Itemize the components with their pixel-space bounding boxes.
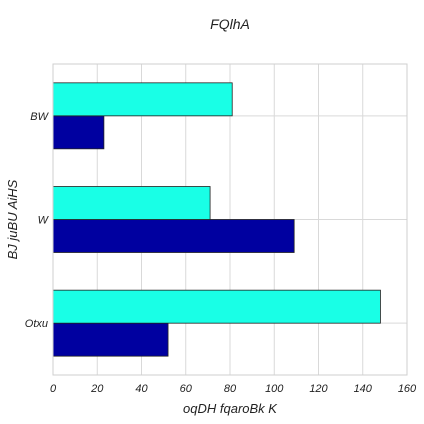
x-tick-label: 60 [180, 383, 193, 395]
y-tick-labels: Otxu W BW [25, 111, 50, 330]
plot-frame [52, 63, 408, 376]
bar [52, 186, 211, 220]
x-tick-label: 40 [135, 383, 148, 395]
bar [52, 115, 105, 150]
y-tick-label: BW [30, 111, 49, 123]
x-tick-label: 80 [224, 383, 237, 395]
x-tick-label: 100 [265, 383, 284, 395]
x-axis-label: oqDH fqaroBk K [183, 401, 278, 416]
x-tick-label: 0 [50, 383, 57, 395]
y-axis-label: BJ juBU AiHS [5, 179, 20, 259]
chart-title: FQlhA [210, 16, 250, 32]
x-tick-labels: 0 20 40 60 80 100 120 140 160 [50, 383, 417, 395]
y-tick-label: Otxu [25, 318, 48, 330]
bar [52, 322, 169, 357]
bar [52, 82, 233, 117]
bar [52, 219, 295, 253]
x-tick-label: 160 [398, 383, 417, 395]
bars [52, 82, 381, 357]
x-tick-label: 120 [309, 383, 328, 395]
y-tick-label: W [38, 215, 50, 227]
x-tick-label: 140 [354, 383, 373, 395]
bar [52, 289, 381, 324]
x-tick-label: 20 [90, 383, 104, 395]
